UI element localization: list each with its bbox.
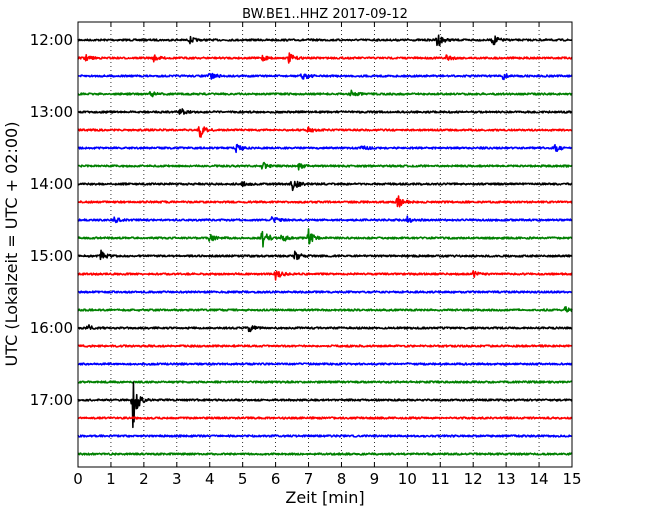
trace-line (77, 324, 573, 333)
x-tick-label: 13 (497, 470, 516, 488)
x-tick-label: 9 (370, 470, 380, 488)
y-axis-label: UTC (Lokalzeit = UTC + 02:00) (2, 122, 21, 367)
chart-title: BW.BE1..HHZ 2017-09-12 (242, 7, 408, 22)
trace-line (77, 306, 573, 313)
trace-line (77, 362, 573, 366)
y-tick-label: 17:00 (30, 391, 73, 409)
plot-frame (77, 21, 573, 468)
y-axis-ticks: 12:00 13:00 14:00 15:00 16:00 17:00 (30, 31, 572, 409)
trace-line (77, 290, 573, 294)
x-tick-label: 1 (106, 470, 116, 488)
trace-line (77, 108, 573, 115)
trace-line (77, 52, 573, 64)
x-tick-label: 6 (271, 470, 281, 488)
x-tick-label: 0 (73, 470, 83, 488)
x-tick-label: 8 (337, 470, 347, 488)
trace-line (77, 344, 573, 348)
y-tick-label: 16:00 (30, 319, 73, 337)
trace-line (77, 228, 573, 248)
x-tick-label: 7 (304, 470, 314, 488)
trace-line (77, 215, 573, 224)
y-tick-label: 12:00 (30, 31, 73, 49)
trace-line (77, 161, 573, 171)
trace-line (77, 381, 573, 429)
trace-line (77, 143, 573, 154)
trace-line (77, 434, 573, 438)
trace-line (77, 34, 573, 47)
x-tick-label: 2 (139, 470, 149, 488)
x-tick-label: 12 (464, 470, 483, 488)
x-axis-ticks: 0 1 2 3 4 5 6 7 8 9 10 11 12 13 14 15 (73, 22, 582, 488)
x-tick-label: 3 (172, 470, 182, 488)
trace-line (77, 249, 573, 261)
seismic-traces (77, 34, 573, 456)
x-tick-label: 4 (205, 470, 215, 488)
x-tick-label: 14 (530, 470, 549, 488)
trace-line (77, 270, 573, 281)
x-tick-label: 11 (431, 470, 450, 488)
trace-line (77, 72, 573, 81)
trace-line (77, 452, 573, 456)
x-axis-label: Zeit [min] (285, 488, 364, 507)
trace-line (77, 126, 573, 138)
x-tick-label: 5 (238, 470, 248, 488)
x-tick-label: 10 (398, 470, 417, 488)
trace-line (77, 416, 573, 420)
trace-line (77, 380, 573, 384)
trace-line (77, 180, 573, 192)
x-tick-label: 15 (562, 470, 581, 488)
y-tick-label: 13:00 (30, 103, 73, 121)
trace-line (77, 195, 573, 208)
y-tick-label: 14:00 (30, 175, 73, 193)
trace-line (77, 89, 573, 98)
y-tick-label: 15:00 (30, 247, 73, 265)
